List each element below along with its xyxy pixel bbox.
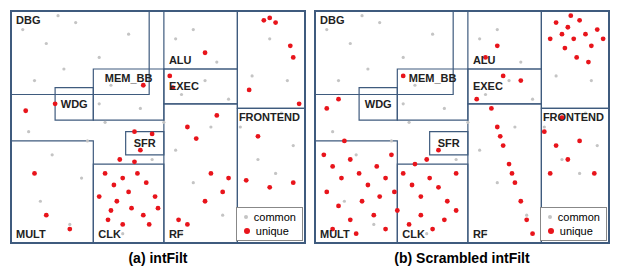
- svg-text:EXEC: EXEC: [169, 80, 199, 92]
- svg-text:CLK: CLK: [98, 228, 121, 240]
- svg-text:CLK: CLK: [402, 228, 425, 240]
- svg-text:SFR: SFR: [438, 137, 460, 149]
- svg-text:ALU: ALU: [473, 54, 496, 66]
- svg-text:DBG: DBG: [16, 14, 40, 26]
- html-text:common: common: [557, 211, 600, 223]
- html-text:unique: unique: [559, 225, 593, 237]
- svg-text:FRONTEND: FRONTEND: [543, 111, 604, 123]
- svg-text:MEM_BB: MEM_BB: [105, 72, 153, 84]
- svg-text:WDG: WDG: [365, 98, 392, 110]
- svg-text:MULT: MULT: [16, 228, 46, 240]
- svg-text:WDG: WDG: [61, 98, 88, 110]
- svg-text:RF: RF: [473, 228, 488, 240]
- html-text:common: common: [253, 211, 296, 223]
- svg-text:MULT: MULT: [320, 228, 350, 240]
- svg-text:FRONTEND: FRONTEND: [239, 111, 300, 123]
- html-text:(a) intFilt: (a) intFilt: [128, 250, 188, 266]
- svg-text:DBG: DBG: [320, 14, 344, 26]
- html-text:unique: unique: [255, 225, 289, 237]
- svg-text:ALU: ALU: [169, 54, 192, 66]
- html-text:(b) Scrambled intFilt: (b) Scrambled intFilt: [394, 250, 530, 266]
- svg-text:SFR: SFR: [134, 137, 156, 149]
- svg-text:RF: RF: [169, 228, 184, 240]
- svg-text:MEM_BB: MEM_BB: [409, 72, 457, 84]
- svg-text:EXEC: EXEC: [473, 80, 503, 92]
